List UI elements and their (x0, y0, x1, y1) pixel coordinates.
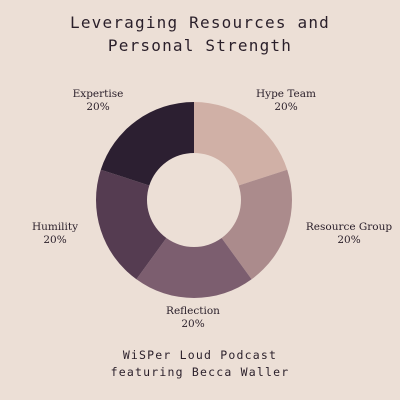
slice-label-resource-group: Resource Group (306, 221, 393, 233)
slice-value-reflection: 20% (181, 318, 204, 330)
slice-resource-group (221, 169, 292, 280)
footer-featuring: featuring Becca Waller (110, 365, 290, 379)
slice-value-hype-team: 20% (274, 101, 297, 113)
slice-value-resource-group: 20% (337, 234, 360, 246)
slice-expertise (100, 102, 194, 186)
slice-label-expertise: Expertise (73, 88, 124, 100)
slice-value-expertise: 20% (86, 101, 109, 113)
slices-group (96, 102, 292, 298)
chart-title-line-1: Leveraging Resources and (70, 13, 330, 32)
slice-label-humility: Humility (32, 221, 78, 233)
footer-podcast-name: WiSPer Loud Podcast (122, 348, 278, 362)
slice-label-reflection: Reflection (166, 305, 220, 317)
slice-label-hype-team: Hype Team (256, 88, 316, 100)
slice-hype-team (194, 102, 288, 186)
slice-humility (96, 169, 167, 280)
slice-reflection (136, 238, 252, 298)
slice-value-humility: 20% (43, 234, 66, 246)
chart-title-line-2: Personal Strength (107, 36, 293, 55)
